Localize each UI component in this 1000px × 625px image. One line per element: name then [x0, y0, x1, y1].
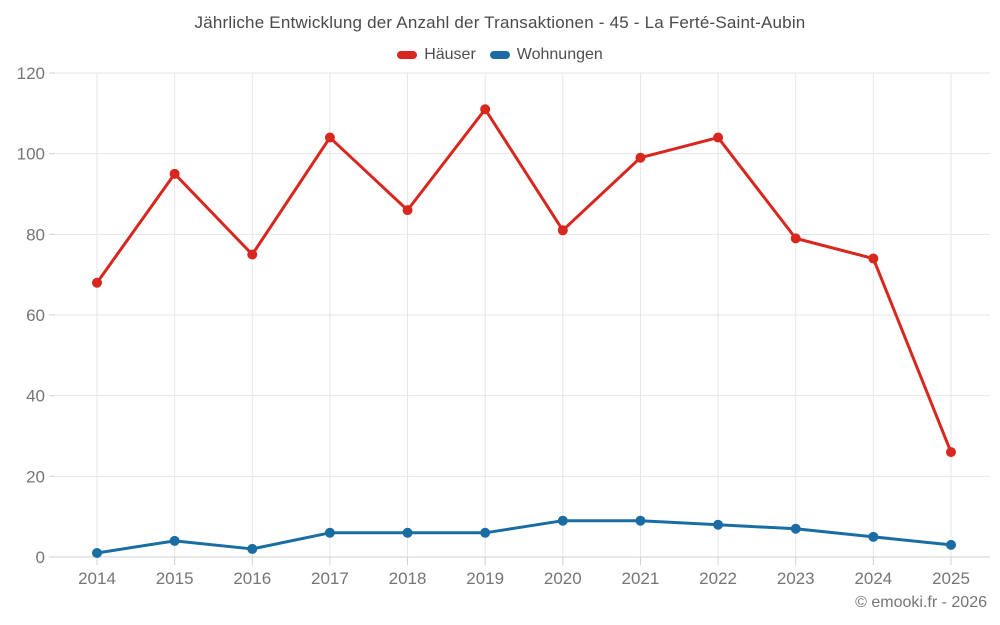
gridlines	[55, 72, 990, 558]
data-point-haeuser	[713, 132, 724, 143]
x-axis-label: 2015	[156, 569, 194, 588]
y-axis-label: 60	[26, 306, 45, 325]
data-point-wohnungen	[635, 515, 646, 526]
data-point-haeuser	[635, 152, 646, 163]
series-haeuser	[92, 104, 956, 458]
series-wohnungen	[92, 515, 956, 558]
data-point-haeuser	[557, 225, 568, 236]
credit-text: © emooki.fr - 2026	[855, 594, 987, 611]
data-point-haeuser	[480, 104, 491, 115]
y-axis-label: 120	[17, 64, 45, 83]
data-point-wohnungen	[713, 519, 724, 530]
data-point-wohnungen	[169, 535, 180, 546]
data-point-haeuser	[868, 253, 879, 264]
y-axis-label: 100	[17, 145, 45, 164]
data-point-haeuser	[324, 132, 335, 143]
data-point-wohnungen	[247, 543, 258, 554]
x-axis-label: 2025	[932, 569, 970, 588]
y-axis-label: 20	[26, 467, 45, 486]
y-axis-label: 80	[26, 225, 45, 244]
x-axis-label: 2019	[466, 569, 504, 588]
data-point-wohnungen	[557, 515, 568, 526]
x-axis-label: 2022	[699, 569, 737, 588]
series-line-haeuser	[95, 107, 953, 454]
data-point-wohnungen	[402, 527, 413, 538]
x-axis-label: 2023	[777, 569, 815, 588]
legend-item-wohnungen[interactable]: Wohnungen	[489, 46, 603, 64]
data-point-haeuser	[790, 233, 801, 244]
data-point-wohnungen	[480, 527, 491, 538]
legend-item-haeuser[interactable]: Häuser	[397, 46, 476, 64]
x-axis-label: 2024	[854, 569, 892, 588]
data-point-haeuser	[946, 447, 956, 458]
x-axis-label: 2016	[233, 569, 271, 588]
data-point-wohnungen	[868, 531, 879, 542]
chart-title: Jährliche Entwicklung der Anzahl der Tra…	[194, 13, 806, 32]
data-point-wohnungen	[790, 523, 801, 534]
y-axis-label: 40	[26, 387, 45, 406]
x-axis-label: 2014	[78, 569, 116, 588]
axis-ticks	[49, 72, 952, 565]
x-axis-label: 2020	[544, 569, 582, 588]
y-axis-label: 0	[36, 548, 45, 567]
data-point-wohnungen	[324, 527, 335, 538]
legend-label: Häuser	[424, 46, 476, 63]
chart-legend: Häuser Wohnungen	[0, 46, 1000, 64]
data-point-haeuser	[169, 168, 180, 179]
legend-swatch-wohnungen	[489, 51, 510, 59]
data-point-wohnungen	[92, 547, 102, 558]
data-point-wohnungen	[946, 539, 956, 550]
data-point-haeuser	[402, 205, 413, 216]
data-point-haeuser	[247, 249, 258, 260]
y-axis-labels: 0 20 40 60 80 100 120	[17, 64, 45, 567]
series-line-wohnungen	[95, 519, 953, 555]
legend-label: Wohnungen	[516, 46, 603, 63]
x-axis-labels: 2014 2015 2016 2017 2018 2019 2020 2021 2022 2023…	[78, 569, 970, 588]
legend-swatch-haeuser	[397, 51, 418, 59]
x-axis-label: 2017	[311, 569, 349, 588]
x-axis-label: 2021	[622, 569, 660, 588]
data-point-haeuser	[92, 277, 102, 288]
x-axis-label: 2018	[389, 569, 427, 588]
